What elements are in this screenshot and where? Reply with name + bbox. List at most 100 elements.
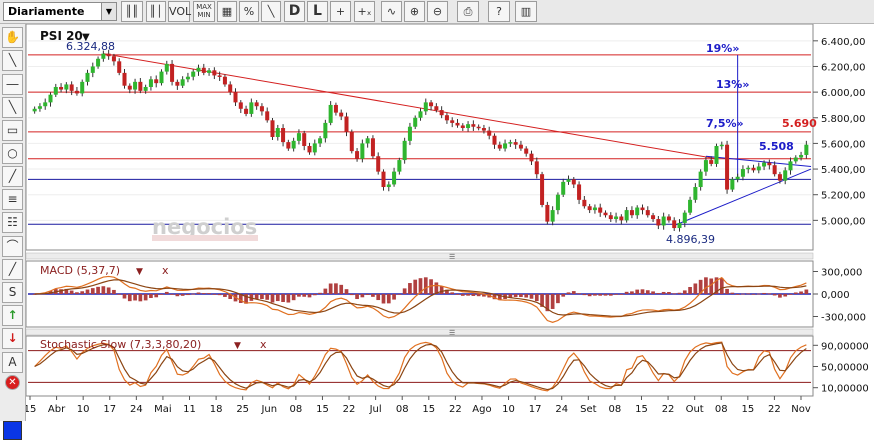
macd-histogram-bar: [297, 294, 301, 297]
retracement-tool-icon[interactable]: ☷: [2, 212, 23, 233]
macd-histogram-bar: [693, 283, 698, 294]
candle-down: [772, 165, 777, 175]
circle-tool-icon[interactable]: ○: [2, 143, 23, 164]
chevron-down-icon[interactable]: ▼: [101, 3, 116, 20]
book-button[interactable]: ▥: [515, 1, 537, 22]
crosshair-values-button[interactable]: +ₓ: [354, 1, 375, 22]
macd-histogram-bar: [418, 278, 423, 294]
zoom-in-button[interactable]: ⊕: [404, 1, 425, 22]
macd-histogram-bar: [508, 294, 513, 298]
panel-splitter[interactable]: [26, 252, 814, 260]
line-tool-icon[interactable]: ╲: [2, 50, 23, 71]
price-tick-label: 5.200,00: [821, 191, 866, 202]
macd-histogram-bar: [360, 294, 365, 298]
vol-button[interactable]: VOL: [168, 1, 191, 22]
candle-down: [170, 63, 175, 82]
candle-down: [270, 120, 275, 137]
candle-up: [402, 140, 407, 161]
grip-icon[interactable]: ☰: [449, 253, 455, 261]
candle-up: [365, 138, 370, 144]
grid-button[interactable]: ▦: [217, 1, 237, 22]
daily-view-button[interactable]: D: [284, 1, 305, 22]
chart-type-button[interactable]: ║│: [146, 1, 166, 22]
macd-tick-label: -300,000: [821, 313, 866, 324]
stochastic-tick-label: 50,00000: [821, 363, 869, 374]
candle-down: [349, 131, 354, 152]
candle-up: [291, 140, 296, 149]
fan-tool-icon[interactable]: ╱: [2, 166, 23, 187]
chart-area[interactable]: 6.400,00 6.200,00 6.000,00 5.800,00 5.600,00…: [26, 24, 874, 421]
macd-histogram-bar: [704, 277, 708, 294]
max-label: 6.324,88: [66, 40, 115, 53]
channel-tool-icon[interactable]: ╱: [2, 259, 23, 280]
color-picker-swatch[interactable]: [3, 421, 22, 440]
arc-tool-icon[interactable]: ⌒: [2, 236, 23, 257]
macd-dropdown-icon[interactable]: ▼: [136, 267, 143, 277]
title-dropdown-icon[interactable]: ▼: [82, 32, 90, 43]
candle-up: [550, 210, 555, 222]
macd-histogram-bar: [445, 289, 449, 294]
candle-down: [587, 206, 592, 211]
candle-up: [566, 179, 571, 182]
candle-type-button[interactable]: ║║: [121, 1, 143, 22]
zoom-out-button[interactable]: ⊖: [427, 1, 448, 22]
x-tick-label: Jul: [369, 404, 382, 415]
delete-tool-icon[interactable]: ✕: [5, 375, 20, 390]
candle-up: [164, 63, 169, 72]
grip-icon[interactable]: ☰: [449, 329, 455, 337]
macd-histogram-bar: [402, 288, 407, 294]
stochastic-label: Stochastic Slow (7,3,3,80,20): [40, 338, 201, 351]
period-select[interactable]: Diariamente ▼: [3, 2, 117, 21]
lines-button[interactable]: ╲: [261, 1, 281, 22]
macd-histogram-bar: [334, 283, 338, 294]
candle-down: [222, 76, 227, 85]
macd-histogram-bar: [545, 294, 550, 312]
candle-up: [418, 111, 423, 118]
candle-down: [429, 102, 434, 107]
arrow-up-tool-icon[interactable]: ↑: [2, 305, 23, 326]
stochastic-dropdown-icon[interactable]: ▼: [234, 341, 241, 351]
macd-histogram-bar: [688, 286, 692, 294]
help-button[interactable]: ?: [488, 1, 510, 22]
max-min-button[interactable]: MAX MIN: [193, 1, 215, 22]
x-tick-label: 15: [316, 404, 329, 415]
candle-up: [783, 170, 788, 181]
macd-close-icon[interactable]: x: [162, 264, 169, 277]
macd-histogram-bar: [85, 289, 90, 294]
macd-histogram-bar: [645, 290, 650, 294]
candle-up: [53, 86, 58, 95]
macd-histogram-bar: [238, 294, 243, 303]
candle-up: [32, 108, 37, 112]
zigzag-button[interactable]: ∿: [381, 1, 402, 22]
log-button[interactable]: L: [307, 1, 328, 22]
candle-up: [318, 138, 323, 144]
candle-down: [497, 144, 502, 149]
macd-label: MACD (5,37,7): [40, 264, 120, 277]
macd-histogram-bar: [492, 294, 497, 300]
candle-down: [518, 144, 523, 149]
parallel-lines-tool-icon[interactable]: ╲: [2, 97, 23, 118]
stochastic-close-icon[interactable]: x: [260, 338, 267, 351]
rectangle-tool-icon[interactable]: ▭: [2, 120, 23, 141]
hline-tool-icon[interactable]: ―: [2, 74, 23, 95]
macd-histogram-bar: [191, 293, 196, 295]
macd-histogram-bar: [355, 294, 359, 300]
speed-lines-tool-icon[interactable]: S: [2, 282, 23, 303]
macd-histogram-bar: [630, 291, 634, 294]
macd-histogram-bar: [540, 294, 544, 307]
fibonacci-tool-icon[interactable]: ≡: [2, 189, 23, 210]
crosshair-button[interactable]: +: [330, 1, 351, 22]
candle-up: [392, 171, 397, 185]
text-tool-icon[interactable]: A: [2, 352, 23, 373]
candle-down: [487, 130, 492, 136]
macd-histogram-bar: [524, 294, 529, 298]
macd-histogram-bar: [386, 294, 391, 304]
arrow-down-tool-icon[interactable]: ↓: [2, 328, 23, 349]
candle-up: [397, 160, 402, 172]
candle-down: [381, 171, 386, 188]
hand-tool-icon[interactable]: ✋: [2, 27, 23, 48]
candle-down: [598, 207, 603, 213]
panel-splitter-2[interactable]: [26, 328, 814, 336]
print-button[interactable]: ⎙: [457, 1, 479, 22]
percent-button[interactable]: %: [239, 1, 259, 22]
